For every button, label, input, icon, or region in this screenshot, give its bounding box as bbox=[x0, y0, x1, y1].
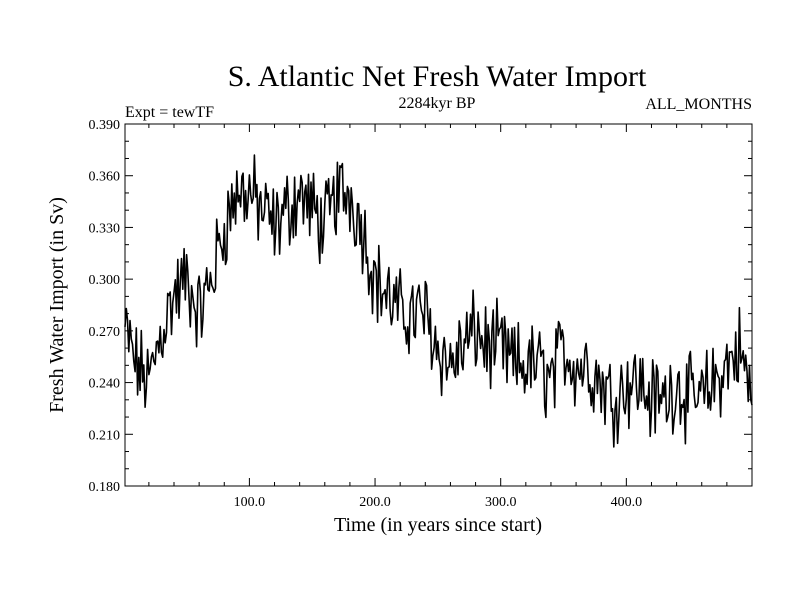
y-tick-label: 0.330 bbox=[89, 221, 121, 236]
x-axis: 100.0 200.0 300.0 400.0 bbox=[148, 124, 728, 510]
months-label: ALL_MONTHS bbox=[645, 96, 752, 113]
x-tick-label: 200.0 bbox=[359, 495, 391, 510]
x-tick-label: 400.0 bbox=[611, 495, 643, 510]
y-tick-label: 0.240 bbox=[89, 377, 121, 392]
plot-frame bbox=[124, 123, 753, 487]
chart-title: S. Atlantic Net Fresh Water Import bbox=[228, 60, 647, 93]
experiment-label: Expt = tewTF bbox=[125, 104, 214, 121]
y-tick-label: 0.360 bbox=[89, 170, 121, 185]
x-axis-label: Time (in years since start) bbox=[334, 514, 542, 536]
y-tick-label: 0.180 bbox=[89, 480, 121, 495]
plot-series bbox=[124, 154, 753, 448]
y-axis-label: Fresh Water Import (in Sv) bbox=[46, 197, 68, 413]
x-tick-label: 100.0 bbox=[234, 495, 266, 510]
period-label: 2284kyr BP bbox=[399, 95, 476, 112]
x-tick-label: 300.0 bbox=[485, 495, 517, 510]
y-tick-label: 0.300 bbox=[89, 273, 121, 288]
y-tick-label: 0.270 bbox=[89, 325, 121, 340]
y-tick-label: 0.390 bbox=[89, 118, 121, 133]
series-line bbox=[124, 154, 753, 448]
y-axis: 0.180 0.210 0.240 0.270 0.300 0.330 0.360 0.390 bbox=[89, 118, 752, 495]
y-tick-label: 0.210 bbox=[89, 428, 121, 443]
